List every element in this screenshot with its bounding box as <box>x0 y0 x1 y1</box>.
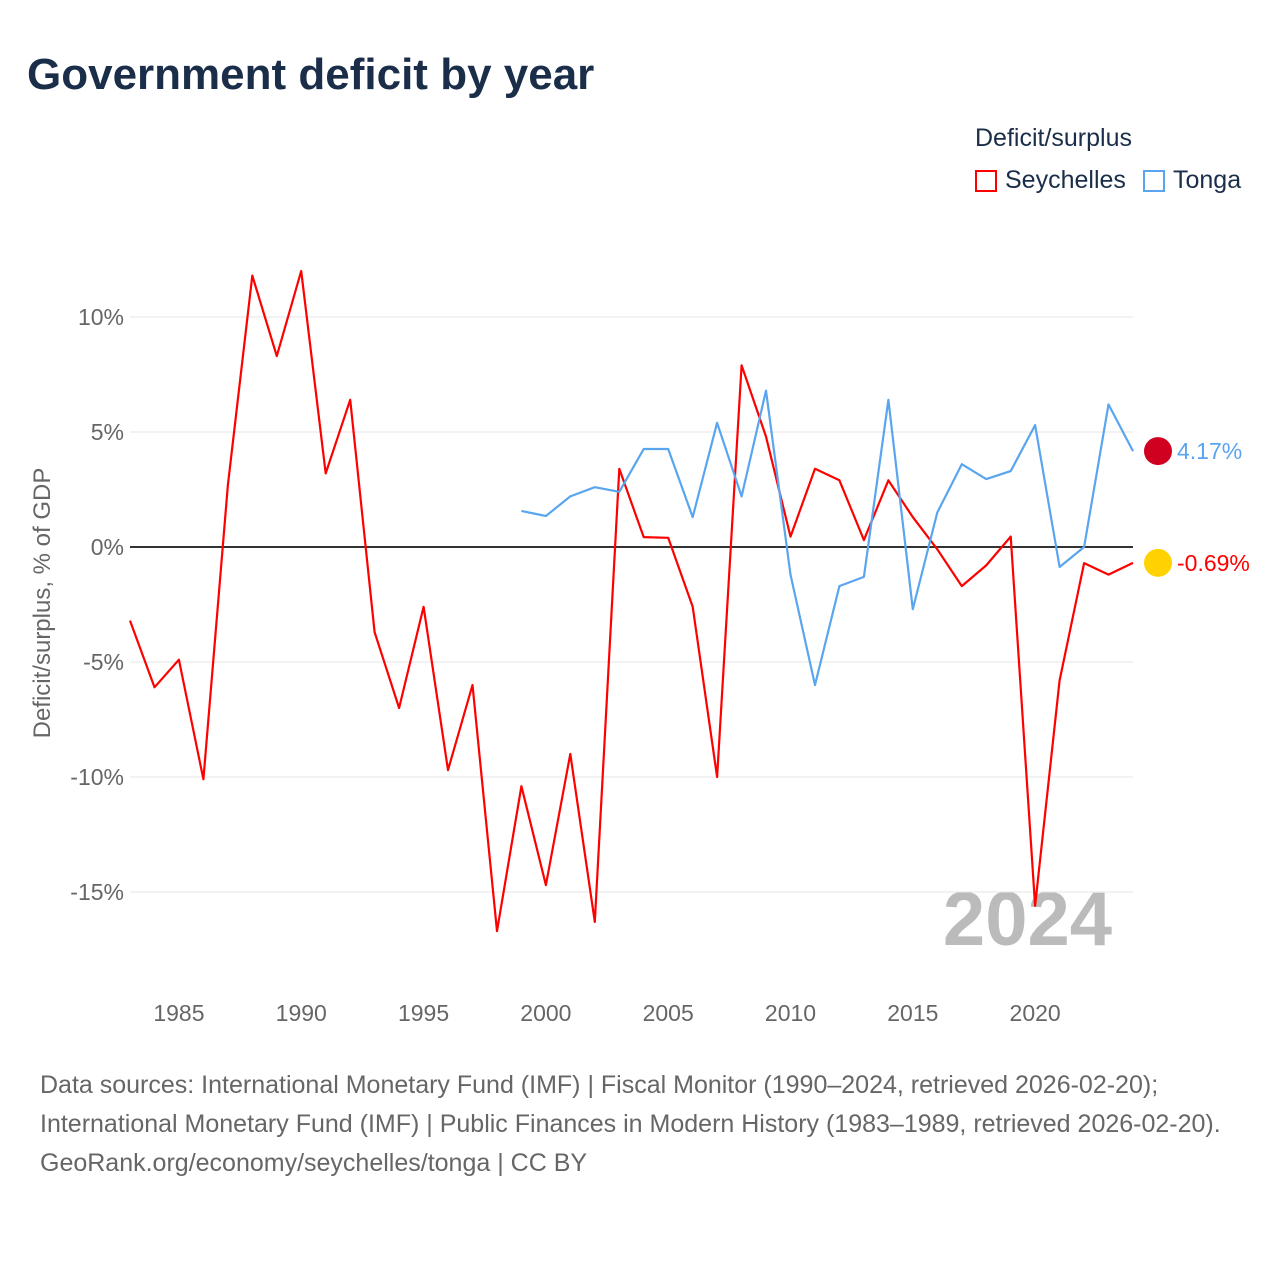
legend-title: Deficit/surplus <box>975 124 1132 152</box>
y-tick-label: -5% <box>83 649 124 675</box>
legend-item-tonga[interactable]: Tonga <box>1143 166 1241 195</box>
x-tick-label: 1985 <box>153 1000 204 1026</box>
end-value-label: -0.69% <box>1177 550 1250 576</box>
data-sources: Data sources: International Monetary Fun… <box>40 1071 1221 1138</box>
legend-item-seychelles[interactable]: Seychelles <box>975 166 1126 195</box>
series-line-seychelles <box>128 269 1134 933</box>
x-tick-label: 2005 <box>643 1000 694 1026</box>
end-value-label: 4.17% <box>1177 438 1242 464</box>
y-axis-label: Deficit/surplus, % of GDP <box>29 468 56 739</box>
attribution-link[interactable]: GeoRank.org/economy/seychelles/tonga | C… <box>40 1149 588 1177</box>
x-tick-label: 2020 <box>1010 1000 1061 1026</box>
y-tick-label: -10% <box>70 764 124 790</box>
x-tick-label: 2015 <box>887 1000 938 1026</box>
y-tick-label: 10% <box>78 304 124 330</box>
x-tick-label: 2010 <box>765 1000 816 1026</box>
x-tick-label: 2000 <box>520 1000 571 1026</box>
flag-icon-tonga <box>1144 437 1172 466</box>
flag-icon-seychelles <box>1144 548 1172 577</box>
y-tick-label: -15% <box>70 879 124 905</box>
source-notes: Data sources: International Monetary Fun… <box>40 1066 1240 1183</box>
year-watermark: 2024 <box>943 877 1112 962</box>
legend-swatch <box>1143 169 1165 192</box>
series-line-tonga <box>521 389 1134 687</box>
x-tick-label: 1995 <box>398 1000 449 1026</box>
legend-swatch <box>975 169 997 192</box>
chart-title: Government deficit by year <box>27 50 595 99</box>
legend-label: Seychelles <box>1005 166 1126 194</box>
x-tick-label: 1990 <box>276 1000 327 1026</box>
y-tick-label: 0% <box>91 534 124 560</box>
legend-label: Tonga <box>1173 166 1242 194</box>
y-tick-label: 5% <box>91 419 124 445</box>
